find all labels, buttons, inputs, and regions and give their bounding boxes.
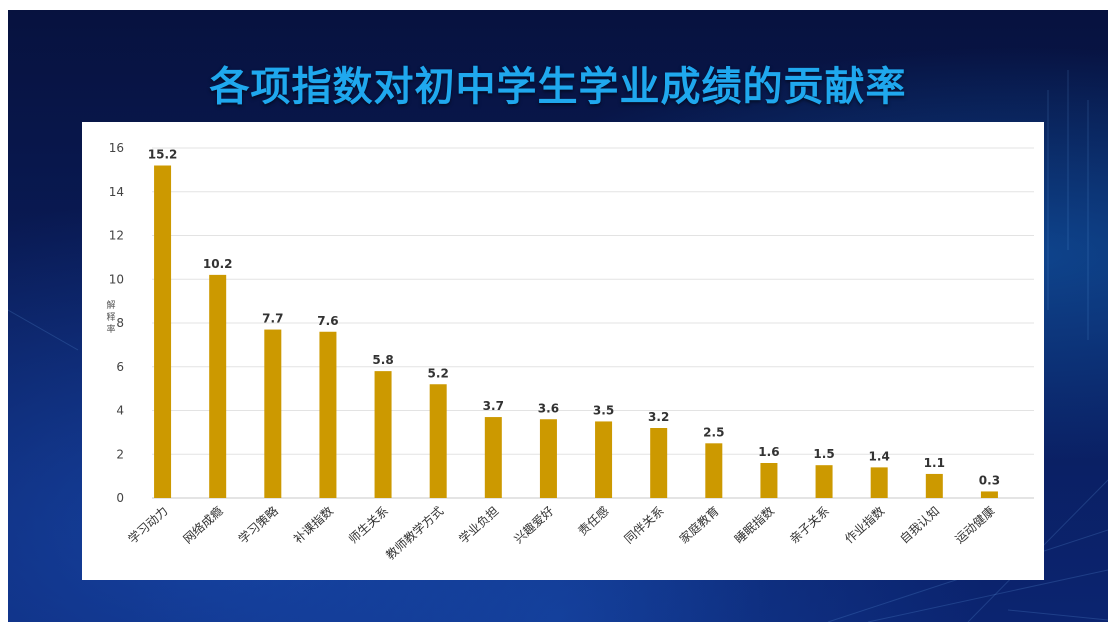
y-tick-label: 10 <box>109 272 124 286</box>
data-label: 2.5 <box>703 425 724 439</box>
y-tick-label: 4 <box>116 404 124 418</box>
bars <box>154 165 998 498</box>
category-label: 师生关系 <box>346 504 391 547</box>
bar <box>539 419 557 498</box>
category-label: 作业指数 <box>841 503 887 546</box>
data-label: 15.2 <box>148 148 178 162</box>
y-tick-label: 12 <box>109 229 124 243</box>
category-label: 学业负担 <box>456 503 502 546</box>
category-label: 学习动力 <box>125 503 171 546</box>
data-label: 1.4 <box>869 449 890 463</box>
category-label: 运动健康 <box>952 503 998 546</box>
category-label: 网络成瘾 <box>180 503 226 546</box>
data-label: 1.5 <box>813 447 834 461</box>
y-axis-label-char: 率 <box>106 323 115 335</box>
y-axis-ticks: 0 2 4 6 8 10 12 14 16 <box>109 141 124 505</box>
data-label: 1.6 <box>758 445 779 459</box>
y-tick-label: 0 <box>116 491 124 505</box>
bar <box>154 165 172 498</box>
slide-background: 各项指数对初中学生学业成绩的贡献率 0 2 4 6 8 10 12 14 16 15.2 10.2… <box>8 10 1108 622</box>
bar <box>815 465 833 498</box>
category-label: 补课指数 <box>290 503 336 546</box>
y-tick-label: 2 <box>116 447 124 461</box>
bar <box>705 443 723 498</box>
y-tick-label: 14 <box>109 185 124 199</box>
y-axis-label-char: 释 <box>106 311 115 323</box>
bar <box>264 329 282 498</box>
data-labels: 15.2 10.2 7.7 7.6 5.8 5.2 3.7 3.6 3.5 3.2 2.5 1.6 1.… <box>148 148 1000 488</box>
data-label: 7.7 <box>262 312 283 326</box>
slide-title: 各项指数对初中学生学业成绩的贡献率 <box>209 64 907 110</box>
bar <box>760 463 778 498</box>
data-label: 5.2 <box>428 366 449 380</box>
bar-chart: 0 2 4 6 8 10 12 14 16 15.2 10.2 7.7 7.6 5.8 5.2 3.7 3.6… <box>106 141 1034 562</box>
bar <box>429 384 447 498</box>
bar <box>319 331 337 498</box>
category-label: 教师教学方式 <box>383 503 447 562</box>
data-label: 0.3 <box>979 473 1000 487</box>
chart-panel: 0 2 4 6 8 10 12 14 16 15.2 10.2 7.7 7.6 5.8 5.2 3.7 3.6… <box>82 122 1044 580</box>
category-label: 兴趣爱好 <box>511 503 557 546</box>
bar <box>650 428 668 498</box>
category-label: 家庭教育 <box>676 503 722 546</box>
data-label: 10.2 <box>203 257 233 271</box>
bar <box>374 371 392 498</box>
bar <box>209 274 227 498</box>
data-label: 1.1 <box>924 456 945 470</box>
grid-layer <box>152 147 1034 499</box>
bar <box>980 491 998 498</box>
category-label: 同伴关系 <box>622 504 667 547</box>
y-axis-label: 解释率 <box>106 299 115 335</box>
y-tick-label: 8 <box>116 316 124 330</box>
data-label: 3.6 <box>538 401 559 415</box>
category-label: 亲子关系 <box>787 504 832 547</box>
bar <box>870 467 888 498</box>
data-label: 3.2 <box>648 410 669 424</box>
bar <box>595 421 613 498</box>
category-label: 责任感 <box>575 503 612 538</box>
category-label: 自我认知 <box>897 504 942 547</box>
category-label: 学习策略 <box>235 503 281 546</box>
bar <box>484 417 502 498</box>
data-label: 3.7 <box>483 399 504 413</box>
bar <box>925 473 943 498</box>
y-tick-label: 6 <box>116 360 124 374</box>
y-axis-label-char: 解 <box>106 299 115 311</box>
category-label: 睡眠指数 <box>731 503 777 546</box>
data-label: 5.8 <box>372 353 393 367</box>
data-label: 3.5 <box>593 403 614 417</box>
data-label: 7.6 <box>317 314 338 328</box>
y-tick-label: 16 <box>109 141 124 155</box>
